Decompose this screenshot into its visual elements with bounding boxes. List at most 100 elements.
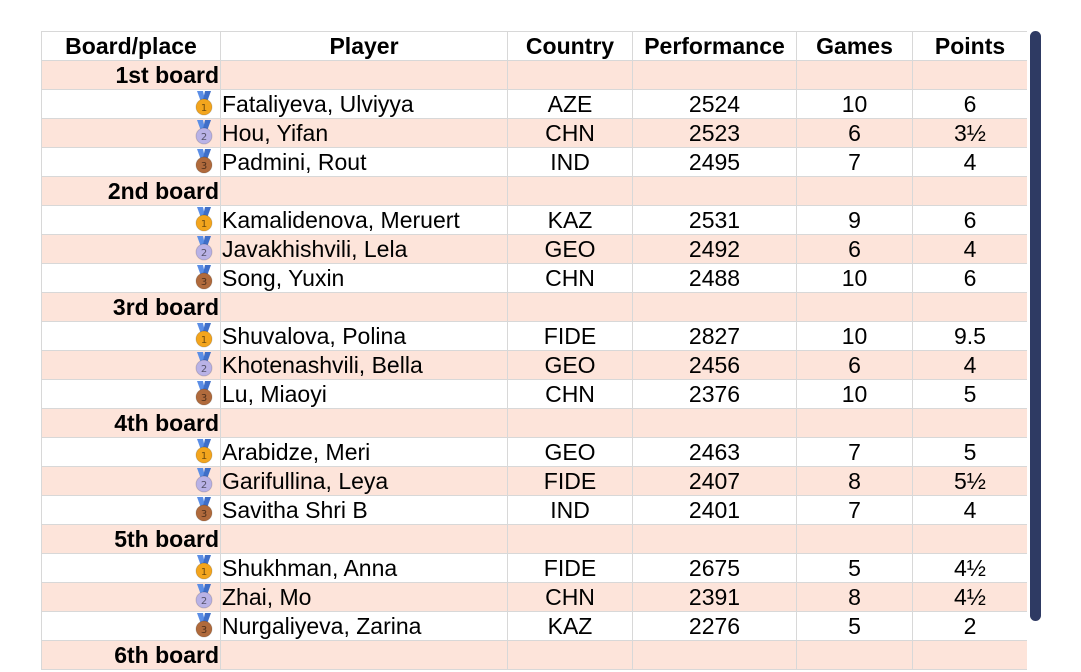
player-name[interactable]: Shukhman, Anna <box>220 553 508 583</box>
results-table-viewport[interactable]: Board/place Player Country Performance G… <box>41 31 1027 672</box>
games-cell: 10 <box>796 263 913 293</box>
header-games[interactable]: Games <box>796 31 913 61</box>
empty-cell <box>220 292 508 322</box>
player-name[interactable]: Padmini, Rout <box>220 147 508 177</box>
country-cell: FIDE <box>507 553 633 583</box>
player-name[interactable]: Shuvalova, Polina <box>220 321 508 351</box>
empty-cell <box>912 292 1027 322</box>
svg-text:2: 2 <box>201 132 207 143</box>
board-label: 1st board <box>41 60 221 90</box>
performance-cell: 2463 <box>632 437 797 467</box>
points-cell: 4½ <box>912 553 1027 583</box>
points-cell: 5½ <box>912 466 1027 496</box>
games-cell: 8 <box>796 466 913 496</box>
points-cell: 4½ <box>912 582 1027 612</box>
player-name[interactable]: Savitha Shri B <box>220 495 508 525</box>
svg-text:1: 1 <box>201 103 207 114</box>
games-cell: 7 <box>796 437 913 467</box>
place-cell: 1 <box>41 205 221 235</box>
country-cell: GEO <box>507 234 633 264</box>
header-performance[interactable]: Performance <box>632 31 797 61</box>
country-cell: FIDE <box>507 321 633 351</box>
empty-cell <box>796 60 913 90</box>
gold-medal-icon: 1 <box>194 91 214 118</box>
player-name[interactable]: Arabidze, Meri <box>220 437 508 467</box>
performance-cell: 2531 <box>632 205 797 235</box>
svg-text:2: 2 <box>201 480 207 491</box>
header-country[interactable]: Country <box>507 31 633 61</box>
table-row: 1 Shukhman, Anna FIDE 2675 5 4½ <box>41 553 1027 583</box>
table-row: 2 Javakhishvili, Lela GEO 2492 6 4 <box>41 234 1027 264</box>
empty-cell <box>912 640 1027 670</box>
place-cell: 3 <box>41 263 221 293</box>
board-label: 5th board <box>41 524 221 554</box>
header-player[interactable]: Player <box>220 31 508 61</box>
country-cell: KAZ <box>507 205 633 235</box>
empty-cell <box>632 292 797 322</box>
empty-cell <box>912 524 1027 554</box>
player-name[interactable]: Nurgaliyeva, Zarina <box>220 611 508 641</box>
empty-cell <box>632 640 797 670</box>
games-cell: 5 <box>796 553 913 583</box>
empty-cell <box>796 176 913 206</box>
silver-medal-icon: 2 <box>194 468 214 495</box>
performance-cell: 2488 <box>632 263 797 293</box>
gold-medal-icon: 1 <box>194 323 214 350</box>
games-cell: 10 <box>796 379 913 409</box>
performance-cell: 2456 <box>632 350 797 380</box>
performance-cell: 2675 <box>632 553 797 583</box>
empty-cell <box>632 524 797 554</box>
board-section-row: 5th board <box>41 524 1027 554</box>
player-name[interactable]: Lu, Miaoyi <box>220 379 508 409</box>
table-row: 2 Garifullina, Leya FIDE 2407 8 5½ <box>41 466 1027 496</box>
points-cell: 2 <box>912 611 1027 641</box>
empty-cell <box>507 640 633 670</box>
player-name[interactable]: Garifullina, Leya <box>220 466 508 496</box>
empty-cell <box>220 60 508 90</box>
empty-cell <box>632 176 797 206</box>
player-name[interactable]: Fataliyeva, Ulviyya <box>220 89 508 119</box>
empty-cell <box>507 176 633 206</box>
table-row: 1 Kamalidenova, Meruert KAZ 2531 9 6 <box>41 205 1027 235</box>
points-cell: 3½ <box>912 118 1027 148</box>
table-row: 3 Song, Yuxin CHN 2488 10 6 <box>41 263 1027 293</box>
points-cell: 4 <box>912 234 1027 264</box>
performance-cell: 2523 <box>632 118 797 148</box>
silver-medal-icon: 2 <box>194 236 214 263</box>
player-name[interactable]: Song, Yuxin <box>220 263 508 293</box>
table-row: 3 Savitha Shri B IND 2401 7 4 <box>41 495 1027 525</box>
table-row: 3 Nurgaliyeva, Zarina KAZ 2276 5 2 <box>41 611 1027 641</box>
bronze-medal-icon: 3 <box>194 613 214 640</box>
points-cell: 5 <box>912 379 1027 409</box>
performance-cell: 2495 <box>632 147 797 177</box>
empty-cell <box>796 640 913 670</box>
games-cell: 6 <box>796 350 913 380</box>
player-name[interactable]: Hou, Yifan <box>220 118 508 148</box>
empty-cell <box>632 408 797 438</box>
performance-cell: 2401 <box>632 495 797 525</box>
header-board-place[interactable]: Board/place <box>41 31 221 61</box>
games-cell: 7 <box>796 147 913 177</box>
empty-cell <box>220 408 508 438</box>
performance-cell: 2827 <box>632 321 797 351</box>
svg-text:1: 1 <box>201 335 207 346</box>
empty-cell <box>796 408 913 438</box>
empty-cell <box>507 408 633 438</box>
place-cell: 3 <box>41 611 221 641</box>
header-points[interactable]: Points <box>912 31 1027 61</box>
points-cell: 6 <box>912 205 1027 235</box>
games-cell: 7 <box>796 495 913 525</box>
country-cell: GEO <box>507 437 633 467</box>
player-name[interactable]: Kamalidenova, Meruert <box>220 205 508 235</box>
vertical-scrollbar[interactable] <box>1030 31 1041 621</box>
player-name[interactable]: Khotenashvili, Bella <box>220 350 508 380</box>
player-name[interactable]: Zhai, Mo <box>220 582 508 612</box>
place-cell: 3 <box>41 495 221 525</box>
games-cell: 10 <box>796 321 913 351</box>
table-row: 2 Khotenashvili, Bella GEO 2456 6 4 <box>41 350 1027 380</box>
player-name[interactable]: Javakhishvili, Lela <box>220 234 508 264</box>
table-body: 1st board 1 Fataliyeva, Ulviyya AZE 2524 10 6 2… <box>41 60 1027 670</box>
empty-cell <box>912 176 1027 206</box>
country-cell: CHN <box>507 582 633 612</box>
board-label: 4th board <box>41 408 221 438</box>
